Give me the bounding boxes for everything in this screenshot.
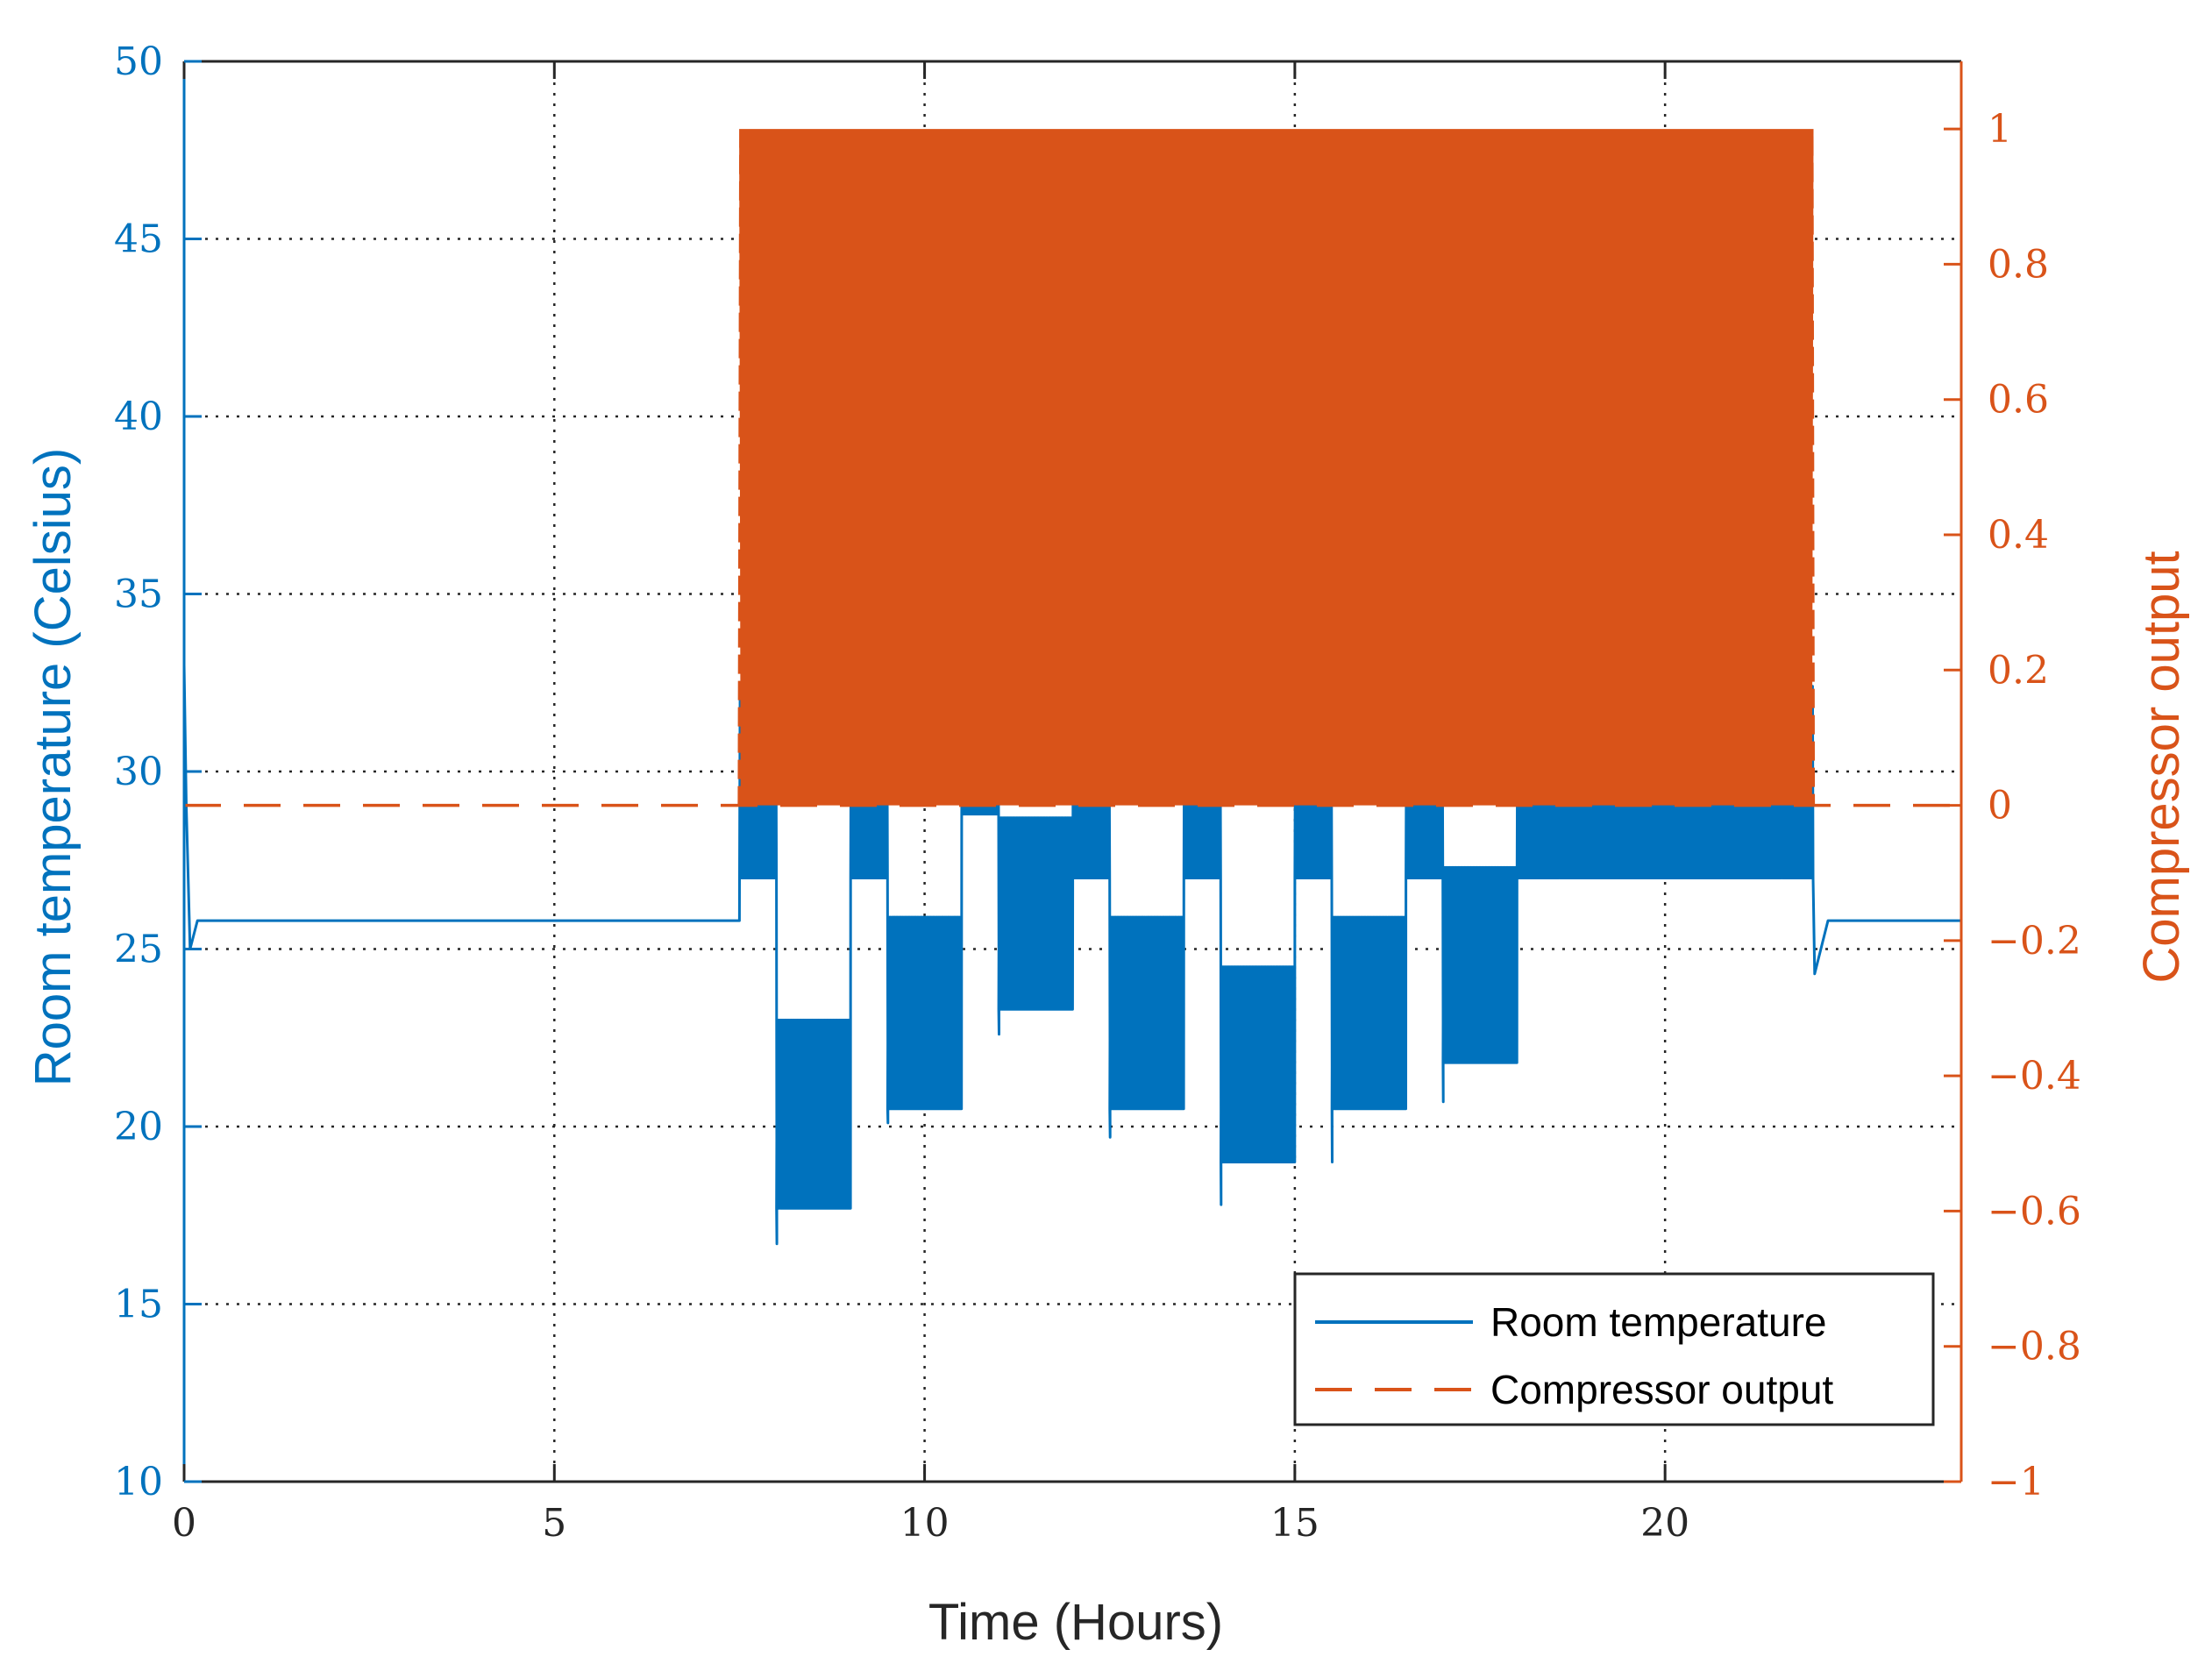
right-y-tick-label: −0.8 bbox=[1988, 1325, 2081, 1369]
left-y-axis-ticks: 10 15 20 25 30 35 40 45 50 bbox=[114, 39, 202, 1504]
x-tick-label: 5 bbox=[542, 1501, 566, 1546]
right-y-axis-label: Compressor output bbox=[2133, 551, 2190, 983]
compressor-output-switching bbox=[737, 129, 1816, 806]
right-y-tick-label: 0.8 bbox=[1988, 242, 2049, 287]
right-y-tick-label: −1 bbox=[1988, 1460, 2045, 1504]
left-y-axis-label: Room temperature (Celsius) bbox=[25, 448, 82, 1086]
series-room-temperature bbox=[182, 665, 1961, 1246]
x-axis-label: Time (Hours) bbox=[928, 1594, 1223, 1651]
left-y-tick-label: 30 bbox=[114, 750, 163, 794]
right-y-tick-label: −0.4 bbox=[1988, 1054, 2081, 1099]
left-y-tick-label: 50 bbox=[114, 39, 163, 84]
left-y-tick-label: 25 bbox=[114, 928, 163, 972]
x-tick-label: 0 bbox=[172, 1501, 196, 1546]
series-compressor-output bbox=[184, 129, 1961, 807]
right-y-tick-label: 0 bbox=[1988, 784, 2012, 828]
left-y-tick-label: 15 bbox=[114, 1283, 163, 1327]
left-y-tick-label: 40 bbox=[114, 395, 163, 439]
right-y-tick-label: −0.2 bbox=[1988, 919, 2081, 963]
legend-label-compressor-output: Compressor output bbox=[1490, 1367, 1833, 1412]
left-y-tick-label: 45 bbox=[114, 217, 163, 262]
x-tick-label: 10 bbox=[900, 1501, 950, 1546]
right-y-tick-label: 0.6 bbox=[1988, 378, 2049, 423]
legend-box bbox=[1293, 1272, 1935, 1426]
x-tick-label: 15 bbox=[1270, 1501, 1319, 1546]
left-y-tick-label: 20 bbox=[114, 1105, 163, 1149]
right-y-tick-label: 1 bbox=[1988, 107, 2012, 152]
legend-label-room-temperature: Room temperature bbox=[1490, 1299, 1827, 1345]
room-temperature-line bbox=[182, 665, 1961, 1246]
right-y-tick-label: 0.4 bbox=[1988, 513, 2049, 558]
left-y-tick-label: 35 bbox=[114, 572, 163, 617]
left-y-tick-label: 10 bbox=[114, 1460, 163, 1504]
x-axis-ticks: 0 5 10 15 20 bbox=[172, 61, 1689, 1546]
right-y-tick-label: 0.2 bbox=[1988, 648, 2049, 693]
x-tick-label: 20 bbox=[1640, 1501, 1689, 1546]
right-y-axis-ticks: −1 −0.8 −0.6 −0.4 −0.2 0 0.2 0.4 0.6 0.8 1 bbox=[1944, 107, 2081, 1504]
legend: Room temperature Compressor output bbox=[1293, 1272, 1935, 1426]
grid-lines bbox=[184, 61, 1961, 1482]
right-y-tick-label: −0.6 bbox=[1988, 1189, 2081, 1234]
